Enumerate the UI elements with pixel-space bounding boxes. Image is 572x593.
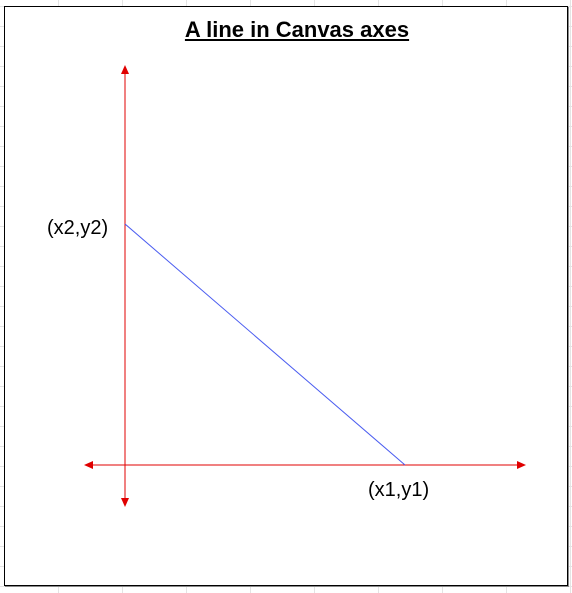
point2-label: (x2,y2) — [47, 217, 108, 239]
vertical-axis-bottom-arrow — [121, 498, 129, 507]
horizontal-axis-left-arrow — [84, 461, 93, 469]
diagram-title: A line in Canvas axes — [184, 17, 410, 42]
line-segment — [124, 223, 406, 466]
vertical-axis-top-arrow — [121, 65, 129, 74]
point1-label: (x1,y1) — [368, 479, 429, 501]
horizontal-axis-right-arrow — [517, 461, 526, 469]
canvas-frame — [4, 6, 568, 586]
